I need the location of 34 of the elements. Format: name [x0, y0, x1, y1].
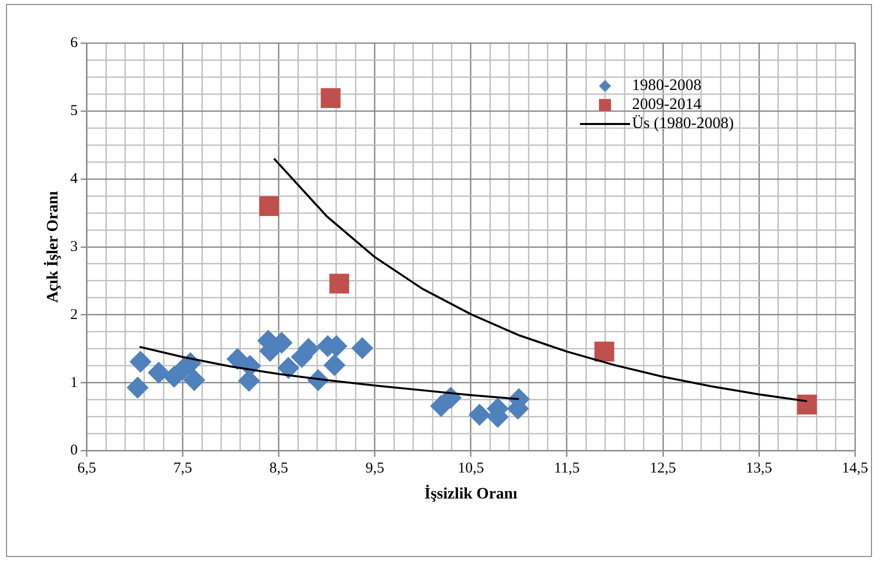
x-tick-label: 12,5 [650, 460, 676, 477]
point [126, 376, 149, 399]
y-tick-label: 6 [70, 34, 78, 51]
point [329, 274, 350, 294]
point [277, 356, 300, 379]
y-tick-label: 2 [70, 306, 78, 323]
x-axis-title: İşsizlik Oranı [424, 484, 518, 503]
point [259, 196, 280, 216]
x-tick-label: 7,5 [173, 460, 192, 477]
x-tick-label: 14,5 [842, 460, 868, 477]
y-tick-label: 3 [70, 238, 78, 255]
point [468, 404, 490, 426]
x-tick-label: 11,5 [554, 460, 580, 477]
x-tick-label: 10,5 [458, 460, 484, 477]
y-tick-label: 4 [70, 170, 78, 187]
y-tick-label: 0 [70, 442, 78, 459]
point [320, 88, 341, 108]
point [797, 394, 817, 414]
point [183, 369, 206, 392]
y-tick-label: 1 [70, 374, 78, 391]
legend-label: 2009-2014 [632, 96, 702, 114]
point [594, 342, 614, 362]
point [323, 354, 346, 376]
x-tick-label: 6,5 [77, 460, 96, 477]
point [148, 362, 170, 384]
legend-label: 1980-2008 [632, 77, 702, 94]
x-tick-label: 8,5 [269, 460, 288, 477]
point [351, 337, 374, 360]
y-tick-label: 5 [70, 102, 78, 119]
y-axis-title: Açık İşler Oranı [44, 190, 62, 303]
legend-label: Üs (1980-2008) [632, 115, 734, 132]
x-tick-label: 9,5 [365, 460, 384, 477]
point [129, 350, 152, 373]
x-tick-label: 13,5 [746, 460, 772, 477]
